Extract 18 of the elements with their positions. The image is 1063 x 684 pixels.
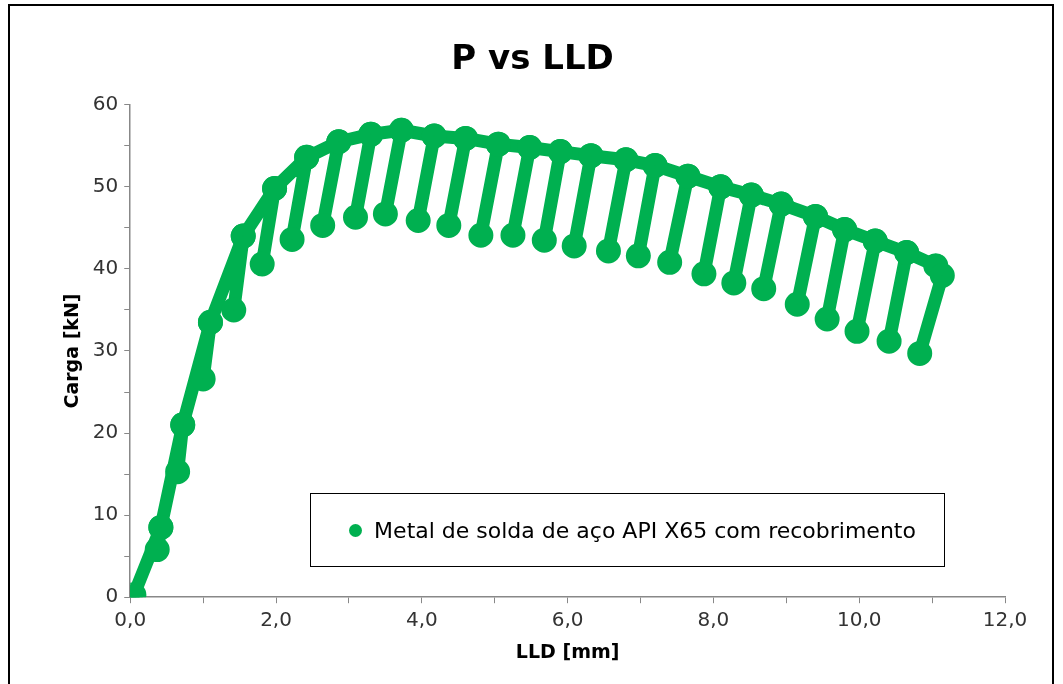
y-axis-title: Carga [kN] <box>60 293 83 409</box>
y-tick-label: 0 <box>105 583 119 608</box>
x-tick-label: 6,0 <box>551 607 584 632</box>
x-tick-label: 8,0 <box>697 607 730 632</box>
y-tick-label: 20 <box>92 419 119 444</box>
x-tick-label: 2,0 <box>260 607 292 632</box>
y-tick-label: 40 <box>92 255 119 280</box>
y-tick-label: 60 <box>92 91 119 115</box>
x-tick-label: 12,0 <box>982 607 1028 632</box>
y-tick-label: 50 <box>92 173 119 198</box>
x-tick-label: 0,0 <box>114 607 147 632</box>
y-tick-label: 10 <box>92 501 119 526</box>
chart-title: P vs LLD <box>451 37 614 78</box>
legend-label: Metal de solda de aço API X65 com recobrimento <box>374 517 916 543</box>
x-tick-label: 4,0 <box>405 607 438 632</box>
y-tick-label: 30 <box>92 337 119 362</box>
x-tick-label: 10,0 <box>836 607 882 632</box>
x-axis-title: LLD [mm] <box>515 639 620 662</box>
